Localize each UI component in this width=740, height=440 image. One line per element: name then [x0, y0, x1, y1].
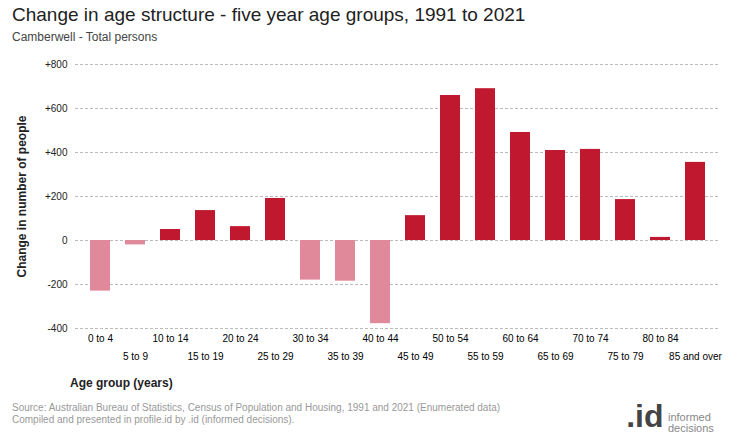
svg-text:70 to 74: 70 to 74: [572, 333, 609, 344]
svg-text:40 to 44: 40 to 44: [362, 333, 399, 344]
svg-text:5 to 9: 5 to 9: [123, 351, 148, 362]
svg-text:0 to 4: 0 to 4: [88, 333, 113, 344]
html-text:Compiled and presented in prof: Compiled and presented in profile.id by …: [12, 414, 295, 425]
svg-text:85 and over: 85 and over: [669, 351, 722, 362]
svg-text:10 to 14: 10 to 14: [152, 333, 189, 344]
svg-text:-200: -200: [47, 279, 67, 290]
html-text:Age group (years): Age group (years): [70, 376, 173, 390]
svg-text:20 to 24: 20 to 24: [222, 333, 259, 344]
svg-text:25 to 29: 25 to 29: [257, 351, 294, 362]
svg-text:45 to 49: 45 to 49: [397, 351, 434, 362]
svg-text:65 to 69: 65 to 69: [537, 351, 574, 362]
svg-text:Change in number of people: Change in number of people: [15, 115, 29, 277]
svg-text:-400: -400: [47, 323, 67, 334]
svg-text:30 to 34: 30 to 34: [292, 333, 329, 344]
svg-text:+400: +400: [45, 147, 68, 158]
svg-text:+800: +800: [45, 59, 68, 70]
svg-text:+200: +200: [45, 191, 68, 202]
svg-text:+600: +600: [45, 103, 68, 114]
svg-text:55 to 59: 55 to 59: [467, 351, 504, 362]
html-text:informed decisions: informed decisions: [668, 410, 714, 434]
html-text:Camberwell - Total persons: Camberwell - Total persons: [12, 30, 158, 44]
svg-text:15 to 19: 15 to 19: [187, 351, 224, 362]
svg-text:0: 0: [62, 235, 68, 246]
svg-text:80 to 84: 80 to 84: [642, 333, 679, 344]
html-text:Source: Australian Bureau of S: Source: Australian Bureau of Statistics,…: [12, 402, 501, 413]
html-text:Change in age structure - five: Change in age structure - five year age …: [12, 4, 526, 25]
svg-text:75 to 79: 75 to 79: [607, 351, 644, 362]
svg-text:60 to 64: 60 to 64: [502, 333, 539, 344]
svg-text:50 to 54: 50 to 54: [432, 333, 469, 344]
html-text:.id: .id: [626, 398, 664, 434]
svg-text:35 to 39: 35 to 39: [327, 351, 364, 362]
